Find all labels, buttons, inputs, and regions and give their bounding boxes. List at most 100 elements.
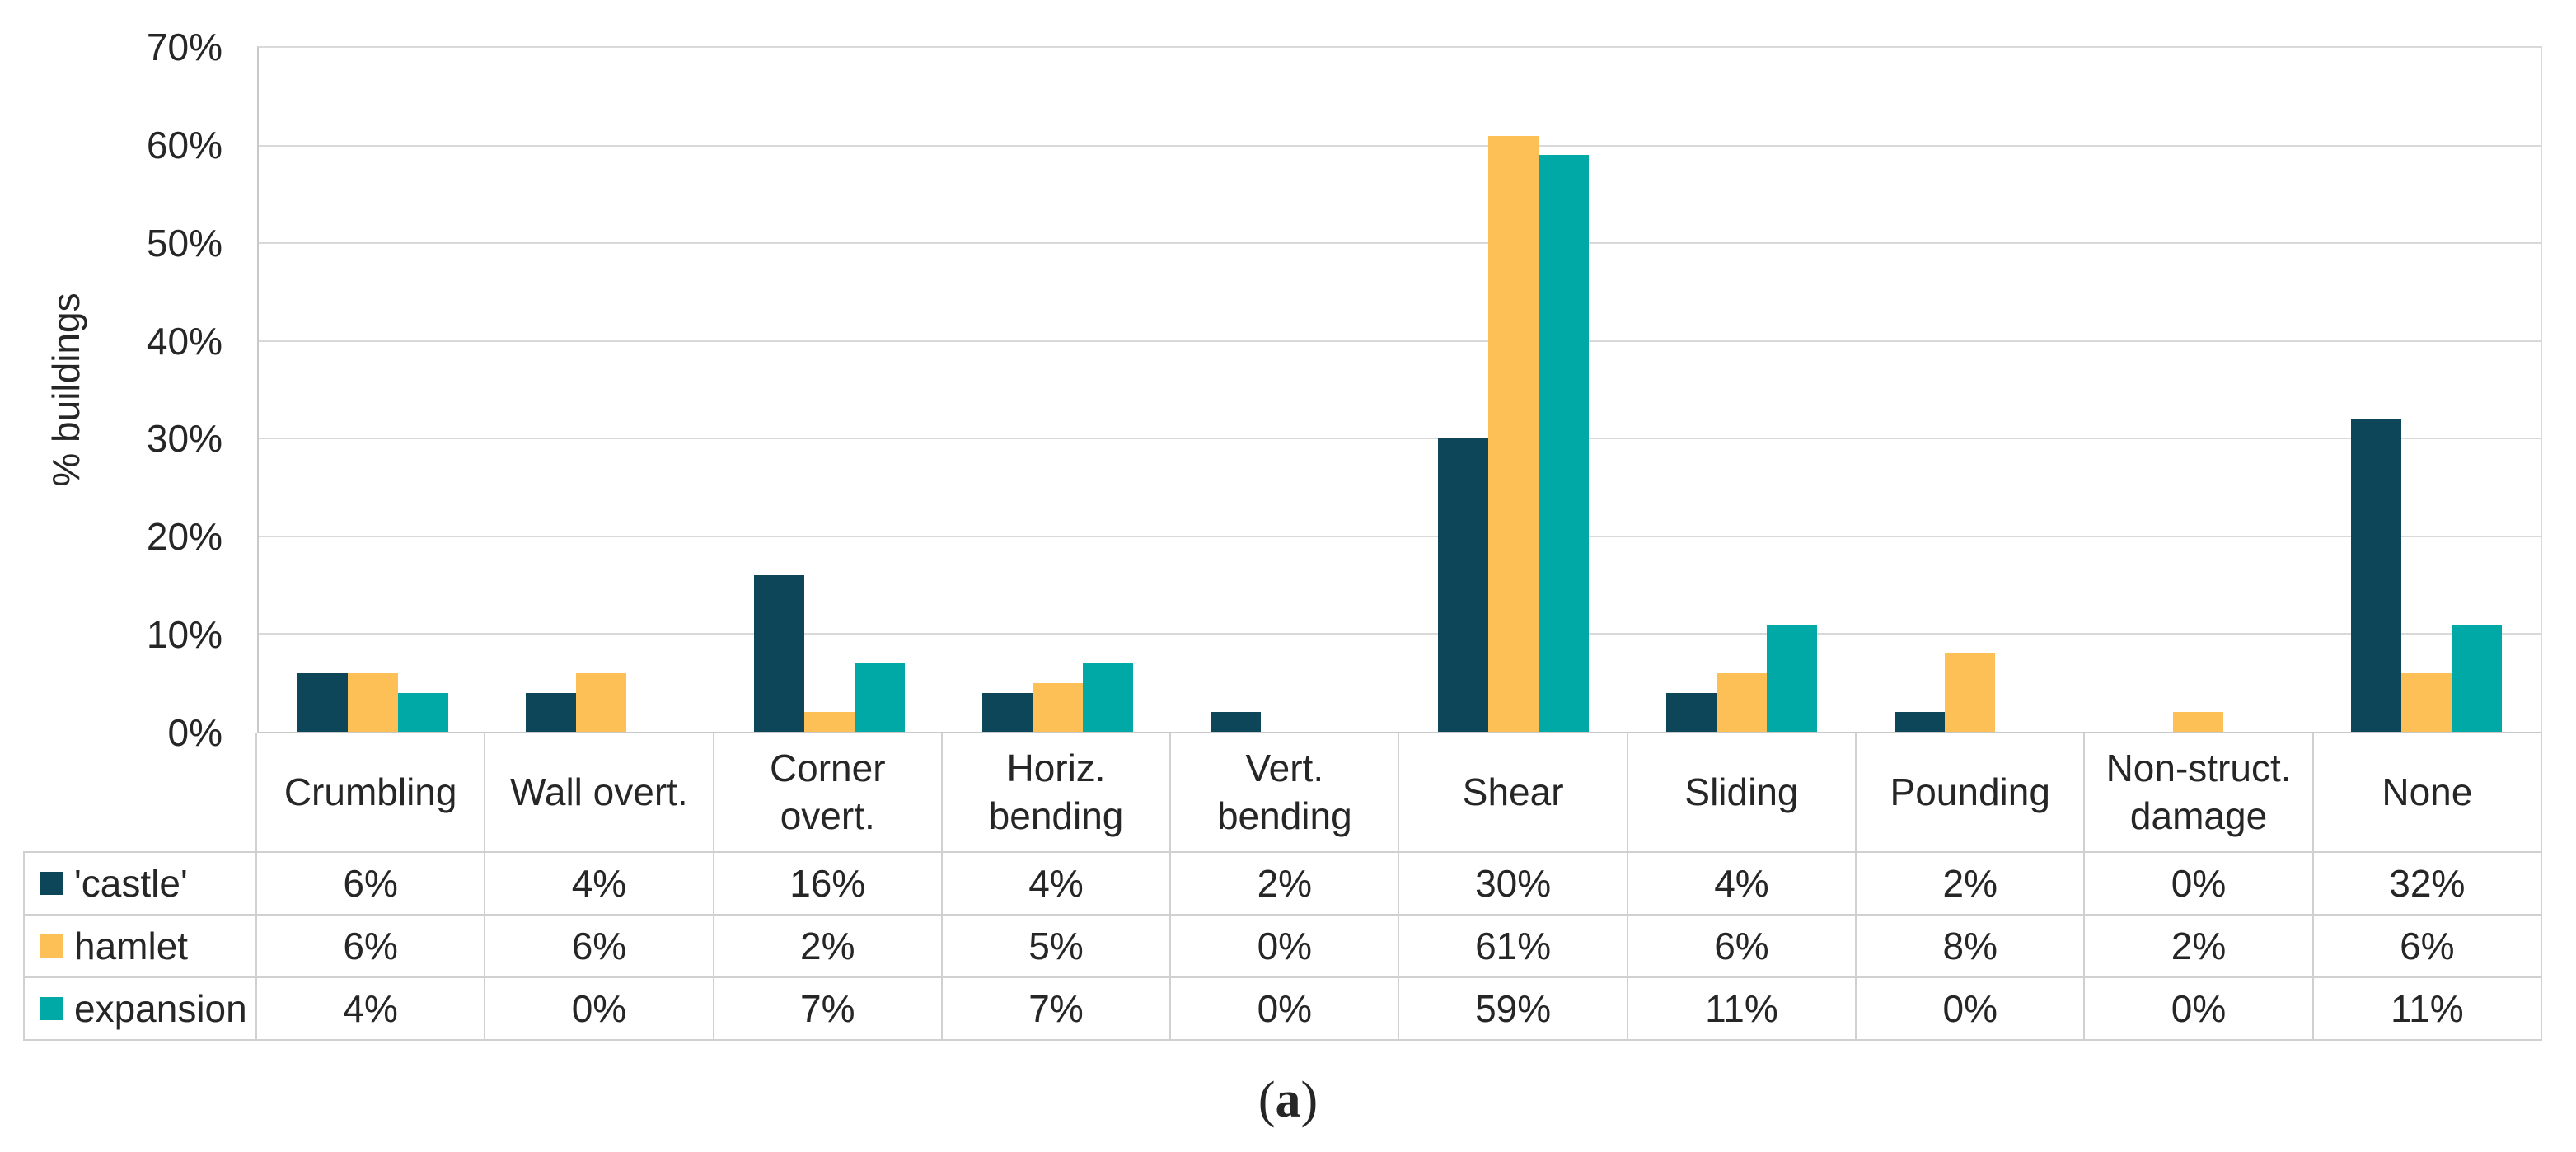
value-cell: 6%: [2313, 916, 2542, 978]
y-tick-label: 40%: [146, 319, 222, 363]
value-cell: 61%: [1399, 916, 1628, 978]
legend-cell: hamlet: [23, 916, 257, 978]
category-label: Pounding: [1857, 733, 2086, 853]
bar-hamlet-0: [347, 672, 398, 732]
category-label: Wall overt.: [485, 733, 714, 853]
value-cell: 7%: [942, 978, 1172, 1041]
value-cell: 0%: [1171, 978, 1400, 1041]
value-cell: 4%: [1628, 853, 1857, 916]
value-cell: 4%: [485, 853, 714, 916]
value-cell: 2%: [2085, 916, 2314, 978]
bar-castle-7: [1895, 712, 1946, 732]
legend-cell: expansion: [23, 978, 257, 1041]
bar-hamlet-8: [2173, 712, 2224, 732]
bar-group: [1856, 48, 2084, 732]
bar-castle-1: [525, 692, 576, 732]
legend-swatch: [40, 997, 63, 1020]
bar-castle-5: [1438, 438, 1489, 732]
series-name: 'castle': [74, 862, 188, 905]
gridline: [259, 144, 2541, 147]
value-cell: 16%: [714, 853, 943, 916]
value-cell: 2%: [1171, 853, 1400, 916]
bar-hamlet-5: [1488, 135, 1539, 732]
value-cell: 2%: [714, 916, 943, 978]
bar-expansion-2: [854, 663, 905, 732]
bar-castle-9: [2351, 419, 2402, 732]
bar-group: [1400, 48, 1628, 732]
caption-letter: a: [1275, 1072, 1301, 1128]
bar-group: [2084, 48, 2312, 732]
y-tick-label: 0%: [167, 710, 222, 754]
value-cell: 0%: [2085, 853, 2314, 916]
gridline: [259, 535, 2541, 537]
gridline: [259, 242, 2541, 245]
bar-castle-3: [981, 692, 1033, 732]
value-cell: 0%: [1171, 916, 1400, 978]
bar-expansion-0: [397, 692, 448, 732]
value-cell: 11%: [2313, 978, 2542, 1041]
series-name: expansion: [74, 987, 247, 1030]
series-name: hamlet: [74, 925, 189, 967]
category-label: Vert. bending: [1171, 733, 1400, 853]
y-tick-label: 30%: [146, 417, 222, 461]
y-tick-label: 50%: [146, 221, 222, 265]
value-cell: 4%: [942, 853, 1172, 916]
bar-group: [2312, 48, 2541, 732]
category-label: Corner overt.: [714, 733, 943, 853]
category-label: Crumbling: [257, 733, 486, 853]
value-cell: 11%: [1628, 978, 1857, 1041]
bar-hamlet-1: [575, 672, 626, 732]
value-cell: 30%: [1399, 853, 1628, 916]
value-cell: 0%: [2085, 978, 2314, 1041]
gridline: [259, 438, 2541, 440]
category-label: Horiz. bending: [942, 733, 1172, 853]
bar-hamlet-2: [803, 712, 855, 732]
y-tick-label: 10%: [146, 613, 222, 657]
bar-castle-0: [297, 672, 348, 732]
value-cell: 2%: [1857, 853, 2086, 916]
bar-groups: [259, 48, 2541, 732]
value-cell: 0%: [1857, 978, 2086, 1041]
y-tick-label: 60%: [146, 123, 222, 166]
value-cell: 59%: [1399, 978, 1628, 1041]
bar-group: [944, 48, 1172, 732]
bar-expansion-5: [1539, 155, 1590, 732]
category-label: Non-struct. damage: [2085, 733, 2314, 853]
legend-header-cell: [23, 733, 257, 853]
plot-area: [257, 46, 2542, 733]
bar-hamlet-7: [1945, 653, 1996, 732]
bar-castle-2: [753, 575, 804, 732]
value-cell: 7%: [714, 978, 943, 1041]
bar-hamlet-9: [2401, 672, 2452, 732]
value-cell: 6%: [485, 916, 714, 978]
y-tick-label: 20%: [146, 515, 222, 559]
value-cell: 5%: [942, 916, 1172, 978]
value-cell: 6%: [257, 916, 486, 978]
value-cell: 0%: [485, 978, 714, 1041]
value-cell: 6%: [257, 853, 486, 916]
value-cell: 32%: [2313, 853, 2542, 916]
bar-castle-4: [1210, 712, 1261, 732]
gridline: [259, 633, 2541, 635]
legend-swatch: [40, 872, 63, 895]
bar-expansion-3: [1082, 663, 1133, 732]
caption-paren-open: (: [1258, 1072, 1276, 1128]
value-cell: 4%: [257, 978, 486, 1041]
caption-paren-close: ): [1300, 1072, 1318, 1128]
bar-group: [259, 48, 487, 732]
category-label: Shear: [1399, 733, 1628, 853]
bar-expansion-9: [2452, 624, 2503, 732]
bar-hamlet-3: [1032, 682, 1083, 732]
bar-group: [715, 48, 944, 732]
value-cell: 6%: [1628, 916, 1857, 978]
bar-group: [1172, 48, 1400, 732]
bar-hamlet-6: [1717, 672, 1768, 732]
value-cell: 8%: [1857, 916, 2086, 978]
bar-group: [1628, 48, 1856, 732]
figure-caption: (a): [0, 1075, 2576, 1126]
category-label: None: [2313, 733, 2542, 853]
y-tick-label: 70%: [146, 26, 222, 68]
bar-group: [487, 48, 715, 732]
bar-expansion-6: [1767, 624, 1818, 732]
gridline: [259, 340, 2541, 342]
